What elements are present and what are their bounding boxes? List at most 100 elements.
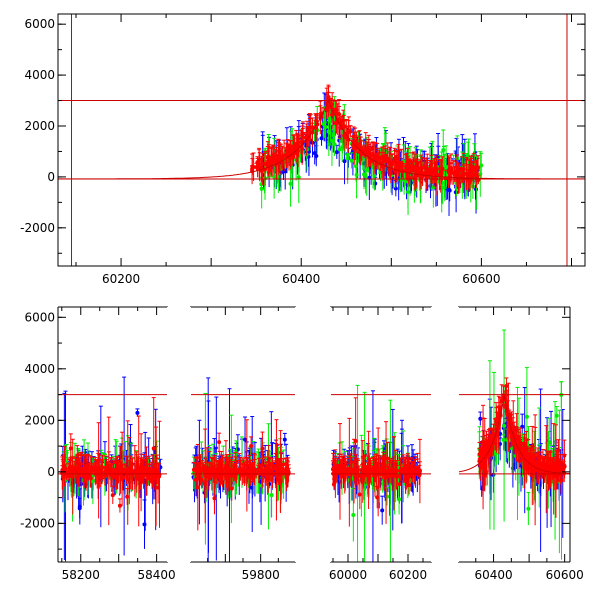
bottom-point xyxy=(100,465,105,470)
bottom-point xyxy=(212,496,217,501)
bottom-point xyxy=(256,468,261,473)
top-frame xyxy=(57,13,586,267)
top-point xyxy=(337,147,342,152)
bottom-point xyxy=(195,469,200,474)
top-ytick-label: 0 xyxy=(47,170,55,184)
top-point xyxy=(393,186,398,191)
bottom-panel: 58200 58400 59800 60000 60200 60400 60600-2000… xyxy=(20,306,584,582)
bottom-point xyxy=(406,470,411,475)
top-point xyxy=(413,168,418,173)
bottom-point xyxy=(253,468,258,473)
bottom-point xyxy=(331,482,336,487)
bottom-point xyxy=(141,466,146,471)
bottom-point xyxy=(249,443,254,448)
top-point xyxy=(431,185,436,190)
bottom-point xyxy=(352,469,357,474)
top-xtick-label: 60400 xyxy=(282,272,320,286)
top-point xyxy=(363,146,368,151)
top-point xyxy=(265,155,270,160)
bottom-point xyxy=(125,494,130,499)
bottom-point xyxy=(267,462,272,467)
top-point xyxy=(340,144,345,149)
bottom-point xyxy=(398,469,403,474)
top-point xyxy=(345,152,350,157)
bottom-point xyxy=(382,465,387,470)
bottom-point xyxy=(125,472,130,477)
top-point xyxy=(364,168,369,173)
bottom-point xyxy=(355,468,360,473)
top-point xyxy=(468,168,473,173)
bottom-point xyxy=(366,468,371,473)
bottom-point xyxy=(265,471,270,476)
bottom-point xyxy=(68,446,73,451)
bottom-point xyxy=(88,476,93,481)
top-point xyxy=(332,142,337,147)
top-point xyxy=(298,140,303,145)
bottom-point xyxy=(219,469,224,474)
bottom-point xyxy=(281,462,286,467)
top-xtick-label: 60600 xyxy=(462,272,500,286)
bottom-point xyxy=(402,467,407,472)
top-ytick-label: 2000 xyxy=(24,119,55,133)
bottom-point xyxy=(205,467,210,472)
top-point xyxy=(334,150,339,155)
bottom-point xyxy=(127,468,132,473)
top-plot-area xyxy=(58,14,585,266)
bottom-segment-3 xyxy=(458,329,570,560)
bottom-point xyxy=(95,472,100,477)
top-point xyxy=(406,164,411,169)
bottom-point xyxy=(151,446,156,451)
bottom-point xyxy=(106,466,111,471)
top-point xyxy=(300,135,305,140)
top-point xyxy=(383,158,388,163)
bottom-xtick-label: 58200 xyxy=(62,568,100,582)
top-point xyxy=(474,171,479,176)
top-point xyxy=(375,157,380,162)
top-point xyxy=(250,164,255,169)
bottom-point xyxy=(203,481,208,486)
bottom-point xyxy=(234,470,239,475)
top-ytick-label: 4000 xyxy=(24,68,55,82)
top-point xyxy=(392,159,397,164)
bottom-point xyxy=(380,508,385,513)
top-point xyxy=(447,188,452,193)
bottom-point xyxy=(260,446,265,451)
top-point xyxy=(328,118,333,123)
bottom-point xyxy=(195,485,200,490)
bottom-point xyxy=(199,477,204,482)
bottom-point xyxy=(274,467,279,472)
bottom-point xyxy=(243,437,248,442)
top-point xyxy=(432,170,437,175)
bottom-point xyxy=(242,467,247,472)
bottom-point xyxy=(154,474,159,479)
bottom-point xyxy=(265,477,270,482)
top-point xyxy=(267,167,272,172)
bottom-point xyxy=(84,469,89,474)
bottom-point xyxy=(357,492,362,497)
bottom-point xyxy=(225,466,230,471)
bottom-point xyxy=(157,474,162,479)
top-point xyxy=(452,172,457,177)
bottom-point xyxy=(122,469,127,474)
top-point xyxy=(296,175,301,180)
bottom-point xyxy=(150,469,155,474)
top-point xyxy=(359,146,364,151)
bottom-xtick-label: 60000 xyxy=(329,568,367,582)
bottom-point xyxy=(353,438,358,443)
bottom-point xyxy=(247,474,252,479)
top-point xyxy=(464,171,469,176)
bottom-point xyxy=(81,472,86,477)
top-point xyxy=(354,172,359,177)
top-xtick-label: 60200 xyxy=(102,272,140,286)
top-point xyxy=(478,172,483,177)
top-point xyxy=(255,165,260,170)
bottom-point xyxy=(77,504,82,509)
bottom-point xyxy=(117,503,122,508)
top-point xyxy=(342,124,347,129)
top-ytick-label: 6000 xyxy=(24,17,55,31)
bottom-point xyxy=(135,410,140,415)
top-point xyxy=(288,181,293,186)
bottom-point xyxy=(286,470,291,475)
bottom-point xyxy=(411,468,416,473)
bottom-point xyxy=(335,468,340,473)
